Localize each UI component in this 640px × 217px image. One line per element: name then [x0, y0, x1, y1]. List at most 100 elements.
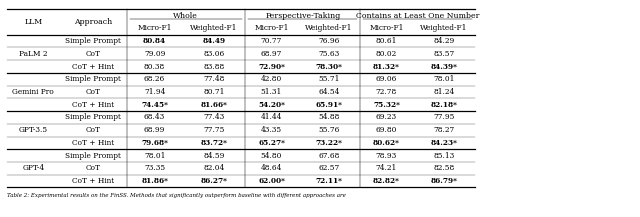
- Text: GPT-4: GPT-4: [22, 164, 44, 172]
- Text: 78.01: 78.01: [433, 75, 454, 83]
- Text: 83.88: 83.88: [204, 62, 225, 71]
- Text: 77.43: 77.43: [204, 113, 225, 122]
- Text: 69.80: 69.80: [376, 126, 397, 134]
- Text: Simple Prompt: Simple Prompt: [65, 75, 121, 83]
- Text: 83.06: 83.06: [204, 50, 225, 58]
- Text: 43.35: 43.35: [261, 126, 282, 134]
- Text: CoT: CoT: [86, 164, 100, 172]
- Text: LLM: LLM: [24, 18, 42, 26]
- Text: 78.01: 78.01: [144, 152, 165, 160]
- Text: 76.96: 76.96: [318, 37, 340, 45]
- Text: Simple Prompt: Simple Prompt: [65, 37, 121, 45]
- Text: 74.45*: 74.45*: [141, 101, 168, 109]
- Text: 86.79*: 86.79*: [431, 177, 458, 185]
- Text: 80.62*: 80.62*: [373, 139, 400, 147]
- Text: 83.72*: 83.72*: [200, 139, 227, 147]
- Text: Whole: Whole: [173, 12, 198, 20]
- Text: 72.11*: 72.11*: [316, 177, 342, 185]
- Text: 79.68*: 79.68*: [141, 139, 168, 147]
- Text: 83.57: 83.57: [433, 50, 454, 58]
- Text: 82.04: 82.04: [204, 164, 225, 172]
- Text: 80.71: 80.71: [204, 88, 225, 96]
- Text: 84.49: 84.49: [202, 37, 225, 45]
- Text: 48.64: 48.64: [260, 164, 282, 172]
- Text: 41.44: 41.44: [260, 113, 282, 122]
- Text: CoT + Hint: CoT + Hint: [72, 139, 114, 147]
- Text: 84.23*: 84.23*: [431, 139, 458, 147]
- Text: 65.27*: 65.27*: [258, 139, 285, 147]
- Text: 54.80: 54.80: [260, 152, 282, 160]
- Text: 75.63: 75.63: [318, 50, 340, 58]
- Text: 65.91*: 65.91*: [316, 101, 342, 109]
- Text: 69.06: 69.06: [376, 75, 397, 83]
- Text: 55.76: 55.76: [318, 126, 340, 134]
- Text: 72.90*: 72.90*: [258, 62, 285, 71]
- Text: Perspective-Taking: Perspective-Taking: [265, 12, 340, 20]
- Text: 82.82*: 82.82*: [373, 177, 400, 185]
- Text: Gemini Pro: Gemini Pro: [12, 88, 54, 96]
- Text: 86.27*: 86.27*: [200, 177, 227, 185]
- Text: CoT: CoT: [86, 88, 100, 96]
- Text: CoT + Hint: CoT + Hint: [72, 62, 114, 71]
- Text: CoT: CoT: [86, 126, 100, 134]
- Text: 75.32*: 75.32*: [373, 101, 400, 109]
- Text: 72.78: 72.78: [376, 88, 397, 96]
- Text: 67.68: 67.68: [318, 152, 340, 160]
- Text: 62.57: 62.57: [318, 164, 340, 172]
- Text: 54.20*: 54.20*: [258, 101, 285, 109]
- Text: 81.86*: 81.86*: [141, 177, 168, 185]
- Text: 85.13: 85.13: [433, 152, 454, 160]
- Text: 79.09: 79.09: [144, 50, 165, 58]
- Text: 80.02: 80.02: [376, 50, 397, 58]
- Text: CoT + Hint: CoT + Hint: [72, 101, 114, 109]
- Text: 80.61: 80.61: [376, 37, 397, 45]
- Text: Weighted-F1: Weighted-F1: [190, 24, 237, 32]
- Text: PaLM 2: PaLM 2: [19, 50, 47, 58]
- Text: 78.30*: 78.30*: [316, 62, 342, 71]
- Text: Simple Prompt: Simple Prompt: [65, 113, 121, 122]
- Text: 84.59: 84.59: [204, 152, 225, 160]
- Text: 77.75: 77.75: [204, 126, 225, 134]
- Text: 68.43: 68.43: [144, 113, 165, 122]
- Text: 74.21: 74.21: [376, 164, 397, 172]
- Text: Simple Prompt: Simple Prompt: [65, 152, 121, 160]
- Text: 81.24: 81.24: [433, 88, 454, 96]
- Text: 78.27: 78.27: [433, 126, 454, 134]
- Text: 80.38: 80.38: [144, 62, 165, 71]
- Text: 82.58: 82.58: [433, 164, 454, 172]
- Text: 64.54: 64.54: [318, 88, 340, 96]
- Text: Weighted-F1: Weighted-F1: [305, 24, 353, 32]
- Text: 77.95: 77.95: [433, 113, 454, 122]
- Text: 68.97: 68.97: [260, 50, 282, 58]
- Text: 68.99: 68.99: [144, 126, 165, 134]
- Text: 42.80: 42.80: [261, 75, 282, 83]
- Text: 77.48: 77.48: [204, 75, 225, 83]
- Text: Micro-F1: Micro-F1: [369, 24, 404, 32]
- Text: 68.26: 68.26: [144, 75, 165, 83]
- Text: 84.29: 84.29: [433, 37, 454, 45]
- Text: 70.77: 70.77: [260, 37, 282, 45]
- Text: 81.66*: 81.66*: [200, 101, 227, 109]
- Text: 54.88: 54.88: [318, 113, 340, 122]
- Text: GPT-3.5: GPT-3.5: [19, 126, 48, 134]
- Text: CoT: CoT: [86, 50, 100, 58]
- Text: 51.31: 51.31: [261, 88, 282, 96]
- Text: 84.39*: 84.39*: [431, 62, 458, 71]
- Text: 73.35: 73.35: [144, 164, 165, 172]
- Text: Approach: Approach: [74, 18, 112, 26]
- Text: Micro-F1: Micro-F1: [254, 24, 289, 32]
- Text: Table 2: Experimental results on the FinSS. Methods that significantly outperfor: Table 2: Experimental results on the Fin…: [7, 193, 346, 198]
- Text: 62.00*: 62.00*: [258, 177, 285, 185]
- Text: 73.22*: 73.22*: [316, 139, 342, 147]
- Text: 80.84: 80.84: [143, 37, 166, 45]
- Text: 82.18*: 82.18*: [431, 101, 458, 109]
- Text: Weighted-F1: Weighted-F1: [420, 24, 468, 32]
- Text: 55.71: 55.71: [318, 75, 340, 83]
- Text: CoT + Hint: CoT + Hint: [72, 177, 114, 185]
- Text: 71.94: 71.94: [144, 88, 165, 96]
- Text: 69.23: 69.23: [376, 113, 397, 122]
- Text: 81.32*: 81.32*: [373, 62, 400, 71]
- Text: Micro-F1: Micro-F1: [138, 24, 172, 32]
- Text: Contains at Least One Number: Contains at Least One Number: [356, 12, 479, 20]
- Text: 78.93: 78.93: [376, 152, 397, 160]
